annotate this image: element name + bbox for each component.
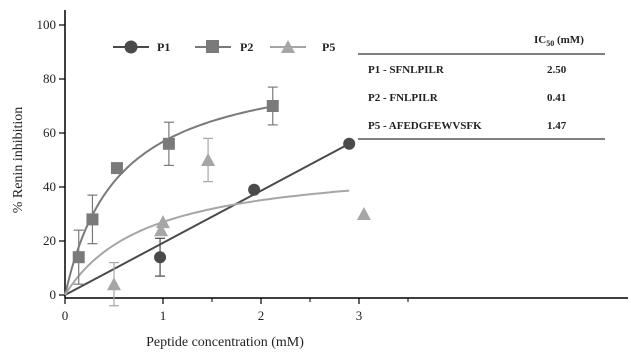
table-row-3-peptide: P5 - AFEDGFEWVSFK [368,120,482,132]
point-p5 [107,277,121,291]
legend-p5-label: P5 [322,40,335,54]
legend-p2-label: P2 [240,40,253,54]
y-tick-label: 100 [37,17,57,32]
point-p5 [156,215,170,229]
table-header-sub: 50 [546,39,554,48]
y-tick-label: 40 [43,179,56,194]
x-tick-label: 1 [160,308,167,323]
x-tick-label: 2 [258,308,265,323]
legend-p1-label: P1 [157,40,170,54]
x-tick-label: 0 [62,308,69,323]
legend-p2-marker [206,40,219,53]
table-header-ic: IC [534,34,546,46]
legend: P1 P2 P5 [113,40,335,54]
point-p2 [162,137,175,150]
y-ticks: 0 20 40 60 80 100 [37,17,65,302]
table-row-3-ic50: 1.47 [547,120,567,132]
y-axis-title: % Renin inhibition [11,107,26,214]
table-header-unit: (mM) [554,34,584,46]
point-p5 [356,207,371,220]
point-p1 [343,137,356,150]
data-points [72,100,371,291]
y-tick-label: 20 [43,233,56,248]
point-p5 [154,223,169,237]
x-axis-title: Peptide concentration (mM) [146,335,304,350]
table-row-2-peptide: P2 - FNLPILR [368,92,439,104]
y-tick-label: 0 [50,287,57,302]
point-p2 [86,213,99,226]
legend-p5-marker [281,40,295,53]
ic50-table: IC50 (mM) P1 - SFNLPILR 2.50 P2 - FNLPIL… [358,34,605,140]
point-p2 [110,162,123,175]
point-p2 [266,100,279,112]
x-tick-label: 3 [356,308,363,323]
point-p2 [72,251,85,264]
table-row-1-ic50: 2.50 [547,64,567,76]
y-tick-label: 60 [43,125,56,140]
table-row-2-ic50: 0.41 [547,92,566,104]
fit-lines [64,105,350,296]
point-p5 [201,153,216,166]
point-p1 [248,183,261,196]
fit-line-p5 [64,189,350,296]
y-tick-label: 80 [43,71,56,86]
fit-line-p1 [64,142,350,296]
table-row-1-peptide: P1 - SFNLPILR [368,64,445,76]
legend-p1-marker [124,40,138,54]
point-p1 [154,251,167,264]
table-header: IC50 (mM) [534,34,584,48]
